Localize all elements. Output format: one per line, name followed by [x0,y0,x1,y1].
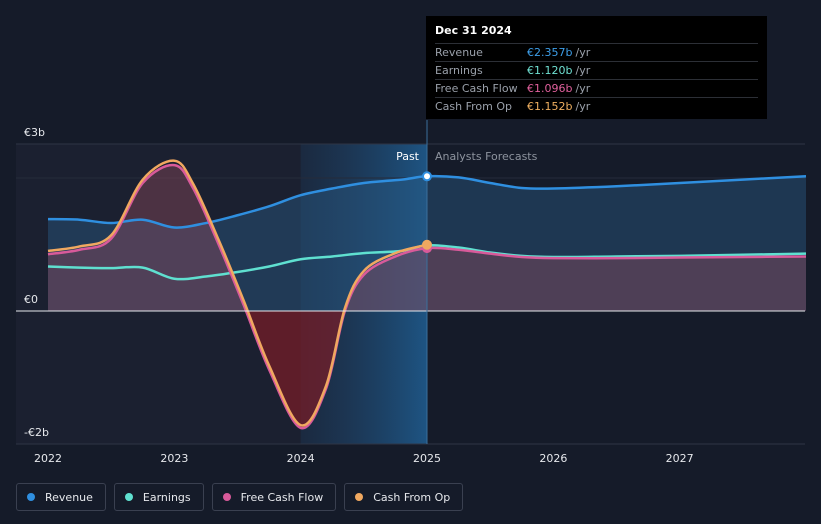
tooltip-row-earnings: Earnings €1.120b /yr [435,61,758,79]
tooltip-row-name: Free Cash Flow [435,82,518,95]
axis-labels: €3b €0 -€2b 2022 2023 2024 2025 2026 2027 [24,126,694,465]
x-tick-label: 2027 [666,452,694,465]
legend-item-revenue[interactable]: Revenue [16,483,106,511]
x-tick-label: 2025 [413,452,441,465]
tooltip-date: Dec 31 2024 [435,24,512,37]
tooltip-row-unit: /yr [575,64,591,77]
tooltip-row-name: Cash From Op [435,100,513,113]
tooltip-markers [422,171,432,254]
y-tick-label: €0 [24,293,38,306]
legend-item-earnings[interactable]: Earnings [113,483,204,511]
tooltip-row-unit: /yr [575,46,591,59]
legend-label: Earnings [142,490,191,504]
legend-dot-icon [355,493,364,501]
tooltip-row-revenue: Revenue €2.357b /yr [435,43,758,61]
legend: Revenue Earnings Free Cash Flow Cash Fro… [16,483,464,511]
tooltip-row-name: Earnings [435,64,483,77]
legend-label: Cash From Op [373,490,451,504]
tooltip-row-free-cash-flow: Free Cash Flow €1.096b /yr [435,79,758,97]
marker-dot [422,239,432,250]
tooltip-row-cash-from-op: Cash From Op €1.152b /yr [435,97,758,115]
legend-item-free-cash-flow[interactable]: Free Cash Flow [211,483,337,511]
y-tick-label: -€2b [24,426,49,439]
legend-label: Free Cash Flow [240,490,324,504]
tooltip: Dec 31 2024 Revenue €2.357b /yr Earnings… [426,16,767,119]
past-label: Past [396,150,420,163]
series-line-revenue [47,174,807,229]
forecast-label: Analysts Forecasts [435,150,538,163]
x-tick-label: 2024 [287,452,315,465]
legend-dot-icon [222,493,231,501]
legend-dot-icon [27,493,35,501]
series-lines [47,159,807,430]
tooltip-row-name: Revenue [435,46,483,59]
tooltip-row-unit: /yr [575,100,591,113]
legend-item-cash-from-op[interactable]: Cash From Op [344,483,464,511]
x-tick-label: 2026 [539,452,567,465]
marker-dot [422,171,432,182]
tooltip-row-value: €1.120b [527,64,573,77]
legend-dot-icon [124,493,133,501]
tooltip-row-unit: /yr [575,82,591,95]
tooltip-row-value: €1.152b [527,100,573,113]
y-tick-label: €3b [24,126,45,139]
series-line-cash-from-op [47,159,428,427]
x-tick-label: 2023 [160,452,188,465]
legend-label: Revenue [45,490,93,504]
series-line-earnings [47,243,807,281]
x-tick-label: 2022 [34,452,62,465]
tooltip-row-value: €2.357b [527,46,573,59]
series-fill [48,165,806,311]
tooltip-row-value: €1.096b [527,82,573,95]
